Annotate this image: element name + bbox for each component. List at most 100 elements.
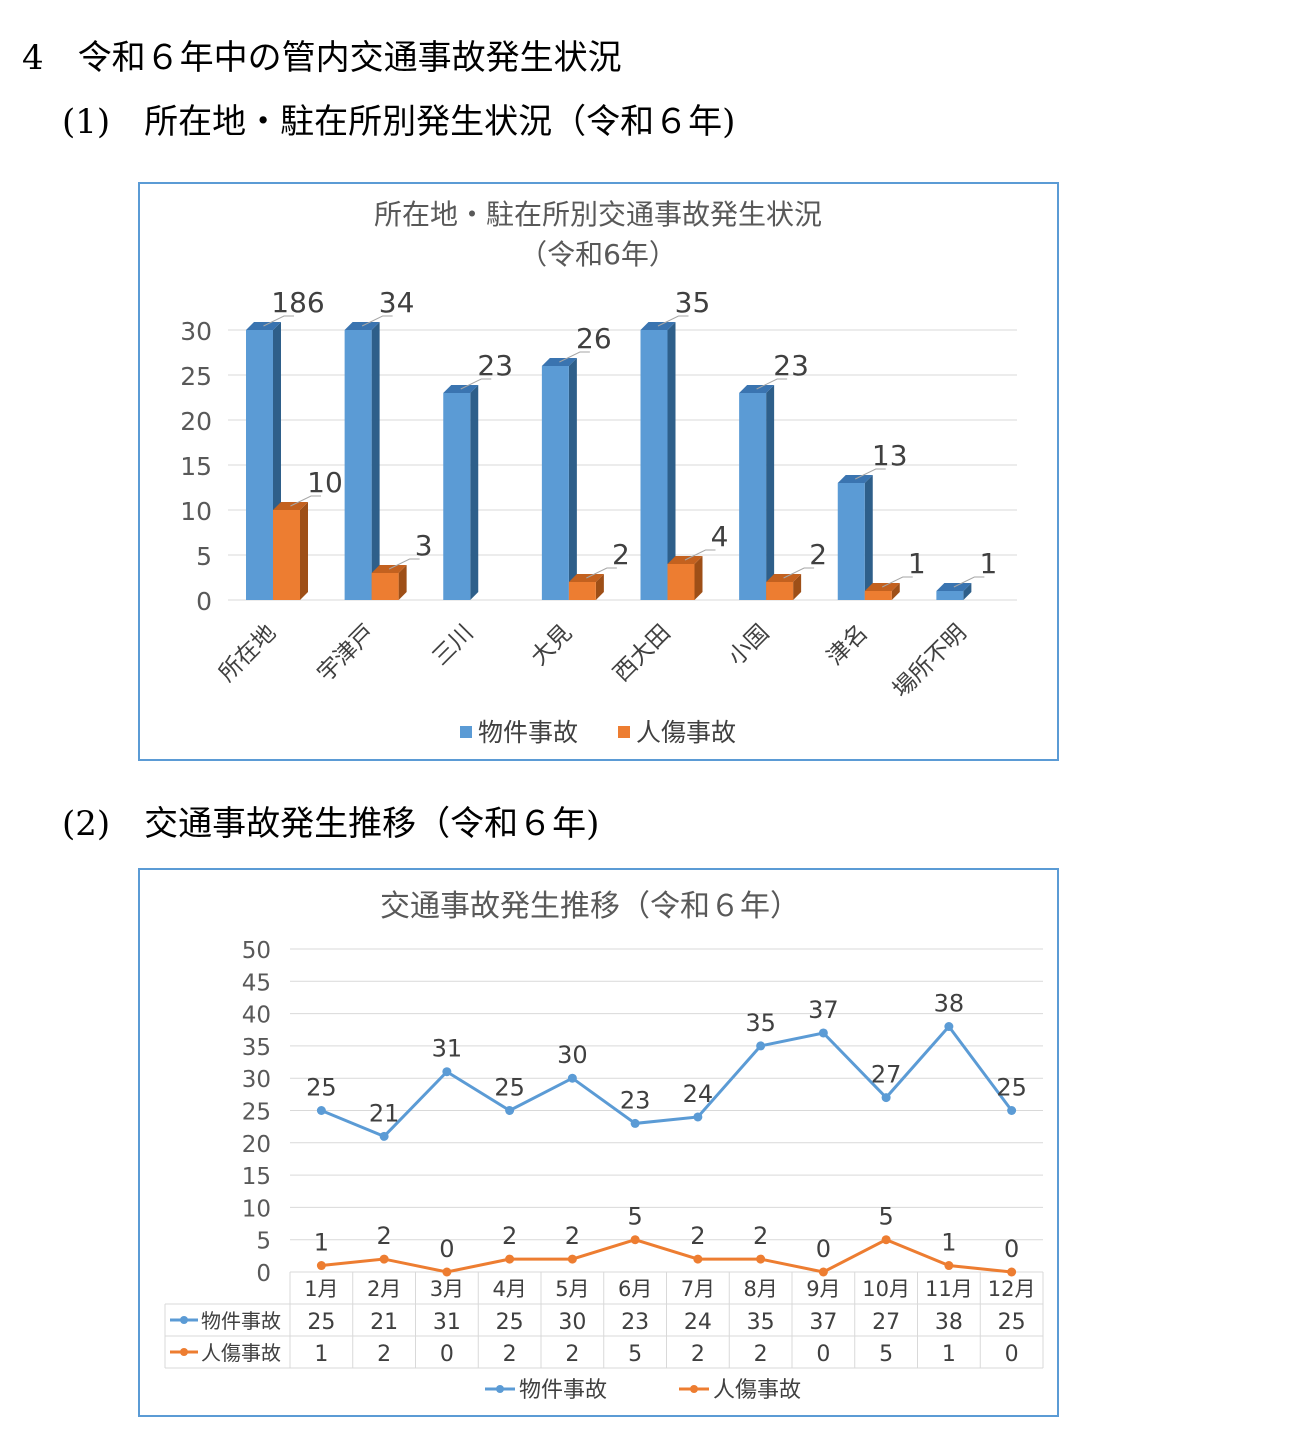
legend-marker [460,726,472,738]
data-label: 2 [690,1222,705,1250]
y-tick-label: 0 [196,587,212,616]
trend-line-chart-frame: 交通事故発生推移（令和６年） 0 5 10 15 20 25 30 35 40 45 50 25 21… [138,868,1059,1417]
gridlines [290,948,1043,1273]
data-label: 35 [745,1009,776,1037]
data-labels: 186 10 34 3 23 26 2 35 4 23 2 13 1 1 [263,286,997,588]
data-point [505,1106,515,1115]
subsection-heading-location: (1) 所在地・駐在所別発生状況（令和６年) [62,102,736,142]
x-tick-label: 場所不明 [888,620,971,703]
y-tick-label: 50 [242,938,271,964]
legend-marker [618,726,630,738]
y-tick-label: 30 [180,317,212,346]
legend-label: 人傷事故 [636,718,736,747]
table-cell: 5 [628,1342,642,1367]
x-tick-label: 西大田 [609,620,676,687]
table-cell: 2 [754,1342,768,1367]
data-point [944,1022,954,1032]
data-point [630,1235,640,1245]
y-axis: 0 5 10 15 20 25 30 35 40 45 50 [242,938,271,1287]
data-label: 1 [314,1229,329,1257]
data-label: 38 [934,990,965,1018]
bar-side [667,322,676,600]
bar-side [398,565,407,600]
bar-side [766,385,775,600]
table-cell: 30 [558,1310,586,1335]
data-label: 23 [477,349,513,382]
table-row-label: 物件事故 [201,1309,281,1333]
data-point [756,1254,766,1264]
bar-side [864,475,873,600]
data-point [567,1254,577,1264]
table-cell: 23 [621,1310,649,1335]
legend-label: 物件事故 [519,1378,607,1403]
data-label: 0 [816,1235,831,1263]
location-bar-chart-frame: 所在地・駐在所別交通事故発生状況 （令和6年） 0 5 10 15 20 25 30 186… [138,182,1059,761]
data-label: 25 [494,1074,525,1102]
table-cell: 38 [935,1310,963,1335]
data-label: 34 [379,286,415,319]
y-tick-label: 10 [242,1196,271,1222]
table-series-key-marker [180,1348,188,1356]
data-point [505,1254,515,1264]
y-tick-label: 45 [242,970,271,996]
table-cell: 1 [942,1342,956,1367]
section-heading: 4 令和６年中の管内交通事故発生状況 [22,38,622,78]
data-point [693,1254,703,1264]
data-label: 186 [271,286,324,319]
x-tick-label: 所在地 [214,620,281,687]
data-label: 5 [878,1203,893,1231]
y-tick-label: 5 [196,542,212,571]
bar-side [371,322,380,600]
table-cell: 0 [1005,1342,1019,1367]
bar [344,330,372,600]
table-header-cell: 4月 [492,1277,526,1301]
bar-side [595,574,604,600]
data-label: 23 [620,1086,651,1114]
data-point [442,1067,452,1077]
bar-side [963,583,972,600]
table-cell: 0 [440,1342,454,1367]
leader-line [586,567,617,579]
table-header-cell: 6月 [618,1277,652,1301]
series-lines [316,1022,1017,1277]
bar-side [694,556,703,600]
table-header-cell: 1月 [304,1277,338,1301]
bar [864,591,892,600]
y-tick-label: 25 [242,1100,271,1126]
leader-line [460,378,492,390]
y-tick-label: 0 [256,1261,271,1287]
data-point [818,1267,828,1277]
table-cell: 2 [691,1342,705,1367]
x-tick-label: 宇津戸 [313,620,380,687]
bars [246,322,972,600]
data-label: 31 [432,1035,463,1063]
table-cell: 2 [503,1342,517,1367]
legend-marker [496,1385,504,1393]
bar-side [470,385,479,600]
table-header-cell: 10月 [862,1277,910,1301]
table-cell: 5 [879,1342,893,1367]
leader-line [657,315,689,327]
data-label: 25 [996,1074,1027,1102]
legend-label: 人傷事故 [713,1378,801,1403]
data-label: 0 [1004,1235,1019,1263]
leader-line [953,576,985,588]
bar [667,564,695,600]
bar [640,330,668,600]
location-bar-chart: 所在地・駐在所別交通事故発生状況 （令和6年） 0 5 10 15 20 25 30 186… [180,198,1017,747]
data-label: 2 [502,1222,517,1250]
legend-label: 物件事故 [478,718,578,747]
data-label: 2 [565,1222,580,1250]
data-label: 10 [307,466,343,499]
series-line [321,1238,1012,1274]
y-axis: 0 5 10 15 20 25 30 [180,317,212,616]
leader-line [684,549,716,561]
table-cell: 37 [809,1310,837,1335]
data-label: 37 [808,996,839,1024]
data-label: 30 [557,1041,588,1069]
data-label: 27 [871,1061,902,1089]
table-header-cell: 11月 [925,1277,973,1301]
table-cell: 27 [872,1310,900,1335]
bar [443,393,471,600]
